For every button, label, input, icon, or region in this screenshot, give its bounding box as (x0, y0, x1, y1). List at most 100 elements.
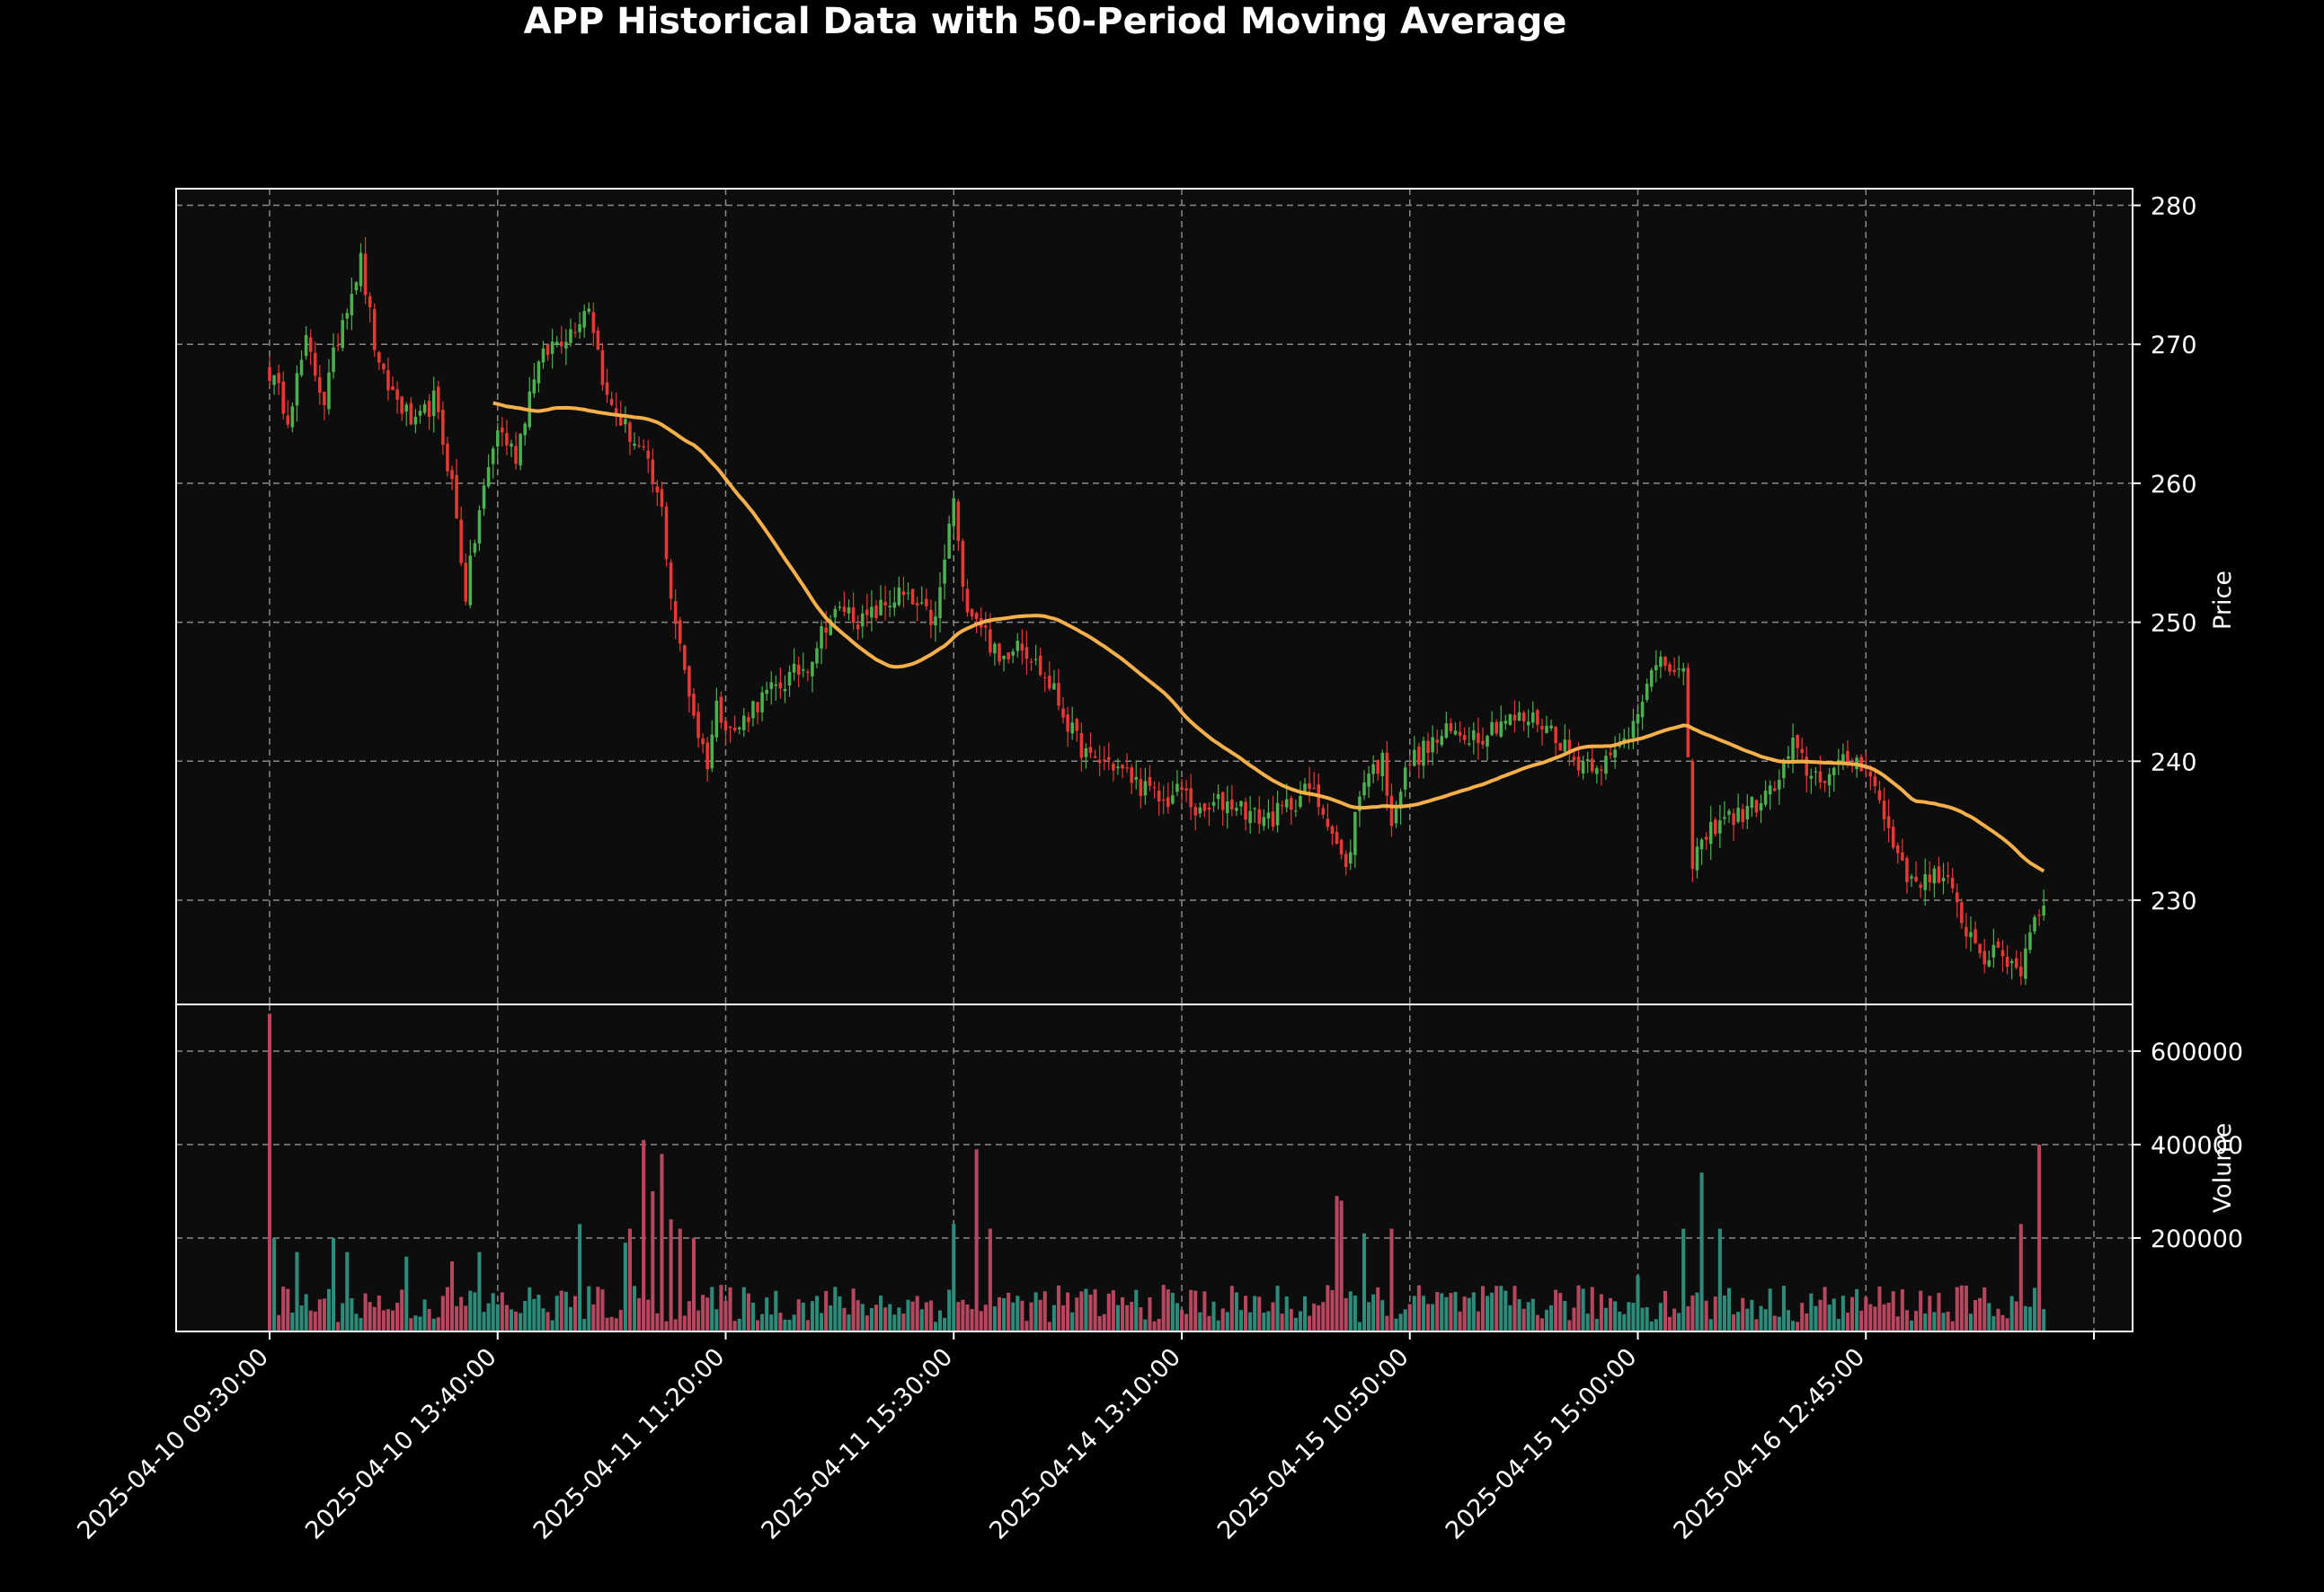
volume-bar (304, 1294, 308, 1331)
price-y-axis-label: Price (2209, 570, 2237, 630)
candle-body (313, 352, 317, 376)
volume-bar (1244, 1296, 1248, 1331)
volume-bar (1407, 1304, 1412, 1331)
candle-body (929, 609, 933, 625)
candle-body (1189, 788, 1193, 808)
volume-grid (176, 1004, 2133, 1331)
volume-bars (267, 1013, 2046, 1331)
volume-bar (1873, 1306, 1877, 1331)
candle-body (1805, 756, 1809, 776)
volume-bar (1257, 1296, 1262, 1331)
volume-panel: 200000 400000 600000 Volume (175, 1004, 2243, 1332)
candle-body (692, 694, 696, 716)
volume-bar (1891, 1291, 1895, 1331)
candle-body (646, 450, 651, 459)
candle-body (801, 668, 805, 671)
candle-body (673, 601, 678, 624)
candle-body (1750, 796, 1754, 809)
volume-bar (486, 1303, 491, 1331)
volume-bar (796, 1299, 801, 1331)
volume-bar (746, 1293, 750, 1331)
candle-body (382, 363, 386, 370)
candle-body (1736, 807, 1740, 822)
candle-body (578, 323, 581, 332)
candle-body (459, 519, 463, 563)
volume-bar (1431, 1304, 1435, 1331)
candle-body (1554, 726, 1557, 744)
candle-body (1604, 756, 1608, 774)
volume-bar (1827, 1305, 1832, 1331)
candle-body (737, 727, 741, 730)
candle-body (1403, 767, 1407, 790)
candle-body (609, 399, 614, 405)
price-y-tick-label: 250 (2151, 610, 2197, 638)
candle-body (1718, 820, 1722, 834)
volume-bar (1763, 1309, 1768, 1331)
candle-body (1148, 776, 1152, 786)
volume-bar (842, 1307, 847, 1331)
volume-bar (1950, 1321, 1955, 1331)
candle-body (1449, 722, 1453, 731)
candle-body (2014, 958, 2018, 968)
candle-body (1339, 839, 1344, 855)
candle-body (765, 689, 768, 694)
volume-bar (2000, 1314, 2005, 1331)
candle-body (1545, 725, 1548, 733)
volume-bar (1946, 1311, 1950, 1331)
candle-body (769, 682, 774, 689)
candle-body (1202, 803, 1207, 811)
candle-body (1220, 792, 1225, 810)
candle-body (510, 443, 513, 447)
volume-bar (618, 1310, 623, 1331)
volume-bar (1467, 1297, 1471, 1331)
volume-bar (651, 1191, 655, 1331)
volume-y-axis-label: Volume (2209, 1123, 2237, 1213)
volume-bar (1882, 1304, 1886, 1331)
candle-body (308, 337, 313, 352)
candle-body (774, 684, 778, 686)
candle-body (1681, 668, 1686, 672)
volume-bar (1599, 1294, 1603, 1331)
volume-bar (519, 1313, 523, 1331)
candle-body (952, 498, 956, 526)
volume-bar (1440, 1293, 1444, 1331)
candle-body (2028, 932, 2032, 951)
volume-bar (1567, 1320, 1572, 1331)
candle-body (341, 320, 344, 349)
candle-body (1778, 780, 1781, 790)
volume-bar (1476, 1311, 1480, 1331)
candle-body (1308, 783, 1311, 790)
candle-body (1348, 852, 1353, 864)
candle-body (732, 728, 737, 730)
volume-bar (1084, 1288, 1088, 1331)
volume-bar (1928, 1296, 1932, 1331)
volume-bar (1093, 1289, 1097, 1331)
volume-bar (1020, 1300, 1025, 1331)
candle-body (1472, 730, 1476, 740)
volume-bar (1932, 1312, 1937, 1331)
candle-body (1299, 796, 1302, 808)
candle-body (1007, 652, 1010, 659)
volume-bar (1075, 1297, 1079, 1331)
candle-body (1435, 739, 1439, 743)
volume-bar (1134, 1289, 1139, 1331)
volume-bar (1796, 1322, 1800, 1331)
candle-body (883, 602, 887, 606)
candle-body (714, 700, 719, 738)
volume-bar (464, 1305, 468, 1331)
volume-bar (572, 1296, 578, 1331)
volume-bar (1271, 1302, 1275, 1331)
volume-bar (933, 1322, 937, 1331)
volume-bar (792, 1314, 796, 1331)
candle-body (464, 562, 468, 602)
volume-bar (1832, 1298, 1836, 1331)
candle-body (1526, 721, 1530, 726)
volume-bar (1106, 1293, 1111, 1331)
candle-body (1394, 808, 1398, 824)
candle-body (1713, 819, 1717, 835)
candle-body (1928, 874, 1932, 883)
volume-bar (1526, 1302, 1530, 1331)
volume-bar (1768, 1288, 1772, 1331)
price-candles (268, 236, 2045, 986)
volume-bar (587, 1286, 591, 1331)
